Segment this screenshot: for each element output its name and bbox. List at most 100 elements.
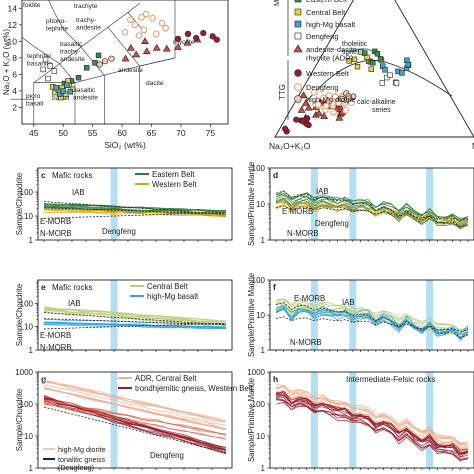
label-line: phono- <box>46 18 67 25</box>
legend-marker <box>294 0 302 3</box>
ternary-point <box>297 105 306 113</box>
y-tick-label: 8 <box>12 53 17 63</box>
sample-line <box>275 193 469 220</box>
ternary-point <box>399 70 405 76</box>
reference-curve <box>275 205 469 222</box>
panel-c-ree-chondrite: 1 10 100 c Sample/Chondrite Mafic rocks Easter… <box>15 167 233 245</box>
tas-point-western-belt <box>193 34 200 42</box>
y-tick-label: 2 <box>12 102 17 112</box>
legend-marker <box>293 44 303 53</box>
legend-marker <box>294 95 302 103</box>
ternary-point <box>342 107 349 114</box>
ternary-point <box>405 61 411 68</box>
ternary-point <box>368 66 374 72</box>
element-highlight-band <box>426 372 434 468</box>
tas-point-western-belt <box>184 30 192 37</box>
legend-label: high-Mg basalt <box>306 20 356 29</box>
tas-point-dengfeng <box>121 28 129 36</box>
panel-letter: c <box>41 170 46 180</box>
reference-curve <box>43 207 227 215</box>
sample-line <box>43 398 227 451</box>
tas-point-high-mg-diorite <box>101 58 109 65</box>
y-axis-label: Sample/Chondrite <box>15 389 24 451</box>
tas-field-label: basaltic andesite <box>73 87 98 102</box>
reference-curve <box>275 316 469 332</box>
reference-label: E-MORB <box>282 207 313 216</box>
sample-line <box>43 403 227 440</box>
legend-label: Central Belt <box>147 282 189 291</box>
legend-title-mafic: Mafic rocks <box>272 0 281 6</box>
ternary-point <box>351 56 358 63</box>
reference-curve <box>43 312 227 326</box>
x-tick-label: 50 <box>58 128 68 138</box>
tas-point-high-mg-basalt <box>64 82 70 88</box>
element-highlight-band <box>110 168 118 240</box>
tas-field-label: basaltic trachy-andesite <box>60 41 85 63</box>
tas-point-dengfeng <box>40 66 46 73</box>
reference-label: E-MORB <box>40 331 71 340</box>
element-highlight-band <box>110 372 118 468</box>
sample-line <box>275 399 469 461</box>
sample-line <box>43 400 227 436</box>
legend-title-ttg: TTG <box>278 84 287 100</box>
reference-label: Dengfeng <box>315 219 349 228</box>
label-line: rhyolite (ADR) <box>306 54 354 63</box>
label-line: basanite <box>27 61 52 68</box>
reference-curve <box>43 201 227 215</box>
tas-point-high-mg-basalt <box>53 84 59 91</box>
label-line: andesite <box>76 25 101 32</box>
reference-label: Dengfeng <box>102 227 136 236</box>
sample-line <box>275 393 469 454</box>
legend-label: Dengfeng <box>306 83 339 92</box>
label-line: trachy- <box>60 49 80 56</box>
ternary-point <box>387 72 393 78</box>
tas-point-dengfeng <box>135 32 143 39</box>
ternary-point <box>331 93 339 101</box>
tas-field-label: rhyolite <box>173 39 195 46</box>
tas-field-boundary <box>107 27 140 67</box>
sample-line <box>43 388 227 431</box>
y-tick-label: 10 <box>256 311 265 320</box>
tholeiite-calcalkaline-boundary <box>299 59 453 111</box>
tas-point-dengfeng <box>45 75 51 82</box>
panel-letter: g <box>41 374 46 384</box>
sample-line <box>275 197 469 226</box>
legend-label: Central Belt <box>306 8 346 17</box>
panel-f-spider-primitive-mantle: 1 10 100 f Sample/Primitive Mantle E-MORB IAB N… <box>247 273 474 357</box>
y-tick-label: 100 <box>20 400 34 409</box>
y-tick-label: 1 <box>29 464 34 473</box>
ternary-point <box>382 67 388 73</box>
sample-line <box>275 390 469 449</box>
tas-field-label: andesite <box>118 67 143 74</box>
tas-point-dengfeng <box>42 56 49 63</box>
panel-e-ree-chondrite: 1 10 100 e Sample/Chondrite Mafic rocks Centra… <box>15 279 233 355</box>
y-axis-label: Sample/Chondrite <box>15 173 24 235</box>
reference-label: N-MORB <box>287 229 319 238</box>
sample-line <box>275 384 469 444</box>
panel-letter: f <box>273 282 276 292</box>
x-tick-label: 45 <box>29 128 39 138</box>
label-line: (Dengfeng) <box>58 463 94 472</box>
reference-curve <box>43 212 227 219</box>
tas-field-label: picro basalt <box>26 93 44 108</box>
sample-line <box>275 298 469 330</box>
tas-point-dengfeng <box>149 14 156 22</box>
y-tick-label: 1 <box>261 464 266 473</box>
ternary-point <box>311 89 318 96</box>
tas-field-boundary <box>21 36 60 64</box>
sample-line <box>43 388 227 431</box>
reference-label: N-MORB <box>290 338 322 347</box>
legend-label: high-Mg diorite <box>58 445 106 454</box>
panel-h-spider-primitive-mantle: 1 10 100 1000 h Sample/Primitive Mantle Interm… <box>247 368 474 473</box>
sample-line <box>43 309 227 325</box>
tas-point-western-belt <box>209 33 216 40</box>
ternary-point <box>322 102 330 110</box>
corner-label-mgo: MgO <box>472 141 474 151</box>
tas-point-dengfeng <box>138 14 145 21</box>
tas-point-high-mg-basalt <box>56 91 63 97</box>
legend-marker <box>294 32 302 40</box>
tas-point-andesite-dacite-rhyolite-adr- <box>121 54 130 62</box>
tas-point-dengfeng <box>51 68 58 74</box>
ternary-point <box>302 99 310 106</box>
reference-label: N-MORB <box>40 229 72 238</box>
